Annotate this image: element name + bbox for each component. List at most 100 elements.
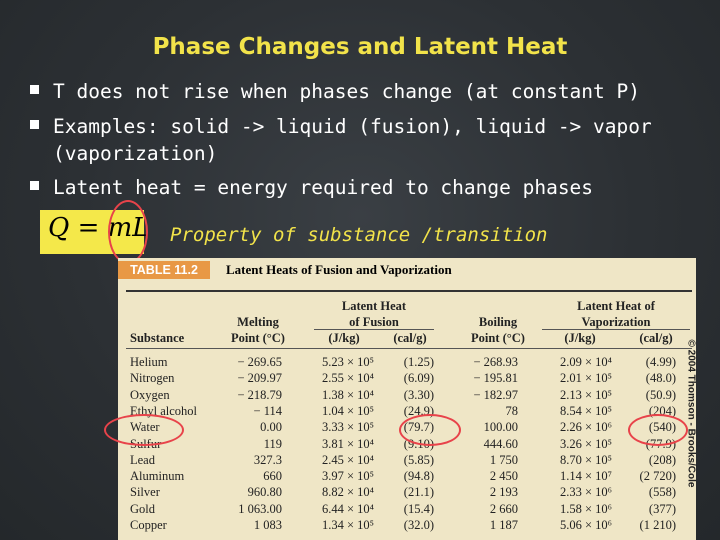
table-header-rule [126, 348, 692, 349]
cell-boiling: 444.60 [483, 436, 518, 451]
fusion-unit-calg: (cal/g) [393, 331, 427, 345]
cell-boiling: − 268.93 [473, 355, 518, 369]
table-caption: Latent Heats of Fusion and Vaporization [226, 262, 452, 277]
cell-melting: − 218.79 [237, 387, 282, 402]
cell-vapor-jkg: 2.13 × 10⁵ [559, 387, 612, 402]
cell-substance: Silver [130, 485, 160, 500]
cell-fusion-calg: (32.0) [403, 518, 434, 532]
cell-vapor-jkg: 2.01 × 10⁵ [559, 371, 612, 386]
cell-fusion-jkg: 5.23 × 10⁵ [321, 355, 374, 369]
cell-fusion-calg: (3.30) [403, 387, 434, 402]
cell-vapor-calg: (208) [648, 452, 676, 467]
cell-fusion-jkg: 3.81 × 10⁴ [321, 436, 374, 451]
bullet-2-text: Examples: solid -> liquid (fusion), liqu… [53, 115, 652, 138]
bullet-1-text: T does not rise when phases change (at c… [53, 80, 640, 103]
cell-fusion-calg: (15.4) [403, 501, 434, 516]
property-note: Property of substance /transition [170, 224, 548, 246]
table-top-rule [126, 290, 692, 292]
fusion-header-line2: of Fusion [349, 315, 399, 329]
bullet-icon [30, 181, 39, 190]
cell-melting: 1 083 [253, 518, 282, 532]
credit-text: © 2004 Thomson - Brooks/Cole [685, 339, 697, 488]
cell-melting: − 269.65 [237, 355, 282, 369]
melting-header-line2: Point (°C) [231, 331, 285, 345]
cell-melting: − 209.97 [237, 371, 282, 386]
cell-fusion-jkg: 3.33 × 10⁵ [321, 420, 374, 435]
vapor-header-line1: Latent Heat of [577, 299, 655, 313]
boiling-header-line2: Point (°C) [471, 331, 525, 345]
bullet-icon [30, 85, 39, 94]
cell-vapor-jkg: 8.54 × 10⁵ [559, 403, 612, 418]
bullet-3-text: Latent heat = energy required to change … [53, 176, 594, 199]
cell-vapor-calg: (377) [648, 501, 676, 516]
cell-vapor-calg: (2 720) [639, 469, 676, 484]
cell-melting: 327.3 [253, 452, 282, 467]
cell-boiling: − 182.97 [473, 387, 518, 402]
cell-fusion-calg: (6.09) [403, 371, 434, 386]
cell-vapor-jkg: 2.33 × 10⁶ [559, 485, 612, 500]
cell-boiling: 1 750 [489, 452, 518, 467]
cell-vapor-jkg: 1.14 × 10⁷ [559, 469, 612, 484]
cell-substance: Lead [130, 452, 155, 467]
cell-fusion-jkg: 6.44 × 10⁴ [321, 501, 374, 516]
water-fusion-circle-annotation [399, 414, 461, 446]
cell-vapor-calg: (1 210) [639, 518, 676, 532]
cell-fusion-calg: (5.85) [403, 452, 434, 467]
cell-substance: Copper [130, 518, 167, 532]
cell-vapor-calg: (4.99) [645, 355, 676, 369]
cell-substance: Gold [130, 501, 155, 516]
cell-fusion-jkg: 1.34 × 10⁵ [321, 518, 374, 532]
cell-vapor-calg: (50.9) [645, 387, 676, 402]
cell-substance: Aluminum [130, 469, 185, 484]
vapor-unit-calg: (cal/g) [639, 331, 673, 345]
cell-melting: 660 [263, 469, 282, 484]
cell-fusion-jkg: 1.38 × 10⁴ [321, 387, 374, 402]
cell-melting: − 114 [253, 403, 282, 418]
bullet-icon [30, 120, 39, 129]
cell-boiling: − 195.81 [473, 371, 518, 386]
water-vapor-circle-annotation [628, 414, 688, 446]
vapor-unit-jkg: (J/kg) [564, 331, 596, 345]
slide-title: Phase Changes and Latent Heat [152, 34, 568, 60]
cell-vapor-jkg: 2.09 × 10⁴ [559, 355, 612, 369]
cell-fusion-jkg: 3.97 × 10⁵ [321, 469, 374, 484]
cell-vapor-jkg: 1.58 × 10⁶ [559, 501, 612, 516]
melting-header-line1: Melting [237, 315, 279, 329]
substance-header: Substance [130, 331, 185, 345]
cell-fusion-jkg: 2.55 × 10⁴ [321, 371, 374, 386]
cell-substance: Oxygen [130, 387, 170, 402]
cell-boiling: 2 450 [489, 469, 518, 484]
cell-boiling: 2 660 [489, 501, 518, 516]
formula-circle-annotation [108, 200, 148, 264]
cell-vapor-jkg: 3.26 × 10⁵ [559, 436, 612, 451]
cell-fusion-calg: (94.8) [403, 469, 434, 484]
cell-fusion-jkg: 1.04 × 10⁵ [321, 403, 374, 418]
cell-boiling: 1 187 [489, 518, 518, 532]
cell-vapor-jkg: 2.26 × 10⁶ [559, 420, 612, 435]
fusion-header-line1: Latent Heat [341, 299, 407, 313]
cell-substance: Helium [130, 355, 168, 369]
table-panel [118, 258, 696, 540]
cell-substance: Nitrogen [130, 371, 175, 386]
cell-melting: 119 [263, 436, 282, 451]
cell-boiling: 78 [505, 403, 519, 418]
fusion-header-rule [314, 329, 434, 330]
vapor-header-rule [542, 329, 690, 330]
cell-fusion-jkg: 2.45 × 10⁴ [321, 452, 374, 467]
cell-vapor-jkg: 5.06 × 10⁶ [559, 518, 612, 532]
fusion-unit-jkg: (J/kg) [328, 331, 360, 345]
boiling-header-line1: Boiling [478, 315, 518, 329]
table-tag: TABLE 11.2 [118, 261, 210, 279]
water-circle-annotation [104, 414, 184, 446]
cell-boiling: 100.00 [483, 420, 518, 435]
cell-melting: 0.00 [260, 420, 282, 435]
cell-melting: 960.80 [247, 485, 282, 500]
cell-fusion-calg: (1.25) [403, 355, 434, 369]
cell-vapor-calg: (558) [648, 485, 676, 500]
cell-vapor-calg: (48.0) [645, 371, 676, 386]
cell-fusion-calg: (21.1) [403, 485, 434, 500]
bullet-2-continuation: (vaporization) [53, 142, 218, 165]
cell-boiling: 2 193 [489, 485, 518, 500]
cell-vapor-jkg: 8.70 × 10⁵ [559, 452, 612, 467]
credit-strip: © 2004 Thomson - Brooks/Cole [674, 300, 704, 534]
